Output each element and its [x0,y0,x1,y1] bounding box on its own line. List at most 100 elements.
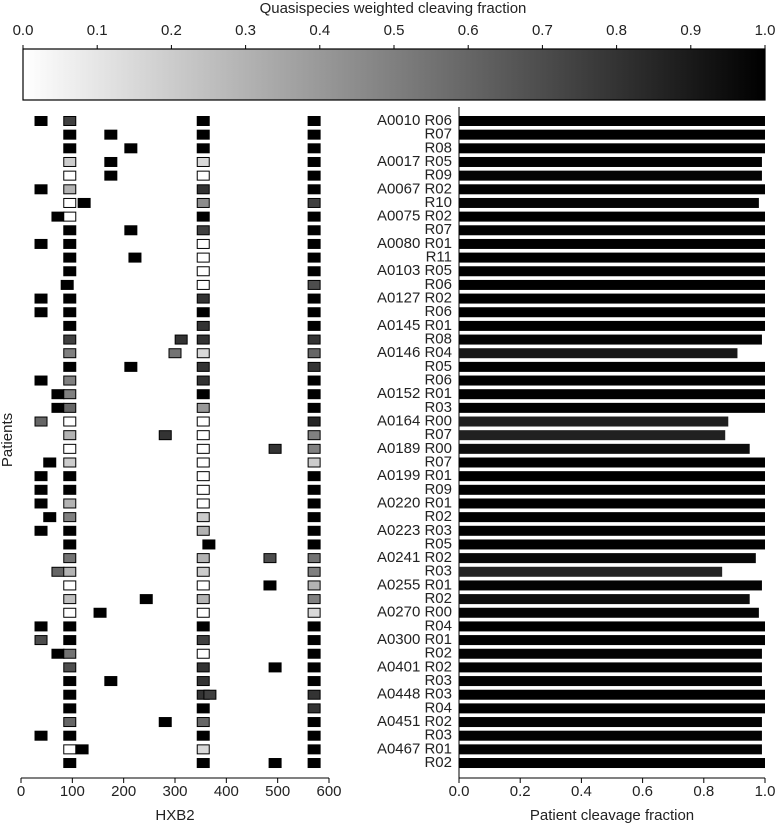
cell [203,689,217,700]
bar [459,211,765,222]
cell [63,430,77,441]
cell [63,662,77,673]
bar [459,744,762,755]
y-tick-label: R08 [424,139,452,156]
y-tick-label: R07 [424,126,452,143]
cell [263,580,277,591]
cell [307,635,321,646]
cell [158,430,172,441]
cell [307,129,321,140]
cell [268,662,282,673]
bar [459,525,765,536]
cell [196,184,210,195]
x-axis-title: Patient cleavage fraction [530,807,694,824]
bar [459,689,765,700]
x-tick-label: 0.2 [510,783,531,800]
cell [63,484,77,495]
y-tick-label: A0448 R03 [377,686,452,703]
y-tick-label: R05 [424,535,452,552]
bar [459,457,765,468]
cell [75,744,89,755]
x-tick-label: 0.4 [571,783,592,800]
bar [459,116,765,126]
cell [196,225,210,236]
cell [196,553,210,564]
cell [63,717,77,728]
cell [307,225,321,236]
cell [63,116,77,126]
cell [34,184,48,195]
cell [196,389,210,400]
bar [459,375,765,386]
cell [307,143,321,154]
bar [459,703,765,714]
cell [307,430,321,441]
bar [459,484,765,495]
x-tick-label: 0 [17,783,25,800]
cell [34,471,48,482]
cell [196,471,210,482]
cell [196,252,210,263]
cell [307,607,321,618]
bar [459,717,762,728]
y-tick-label: A0255 R01 [377,576,452,593]
cell [63,758,77,769]
bar [459,293,765,304]
bar [459,402,765,413]
cell [51,402,65,413]
bar [459,225,765,236]
y-tick-label: A0220 R01 [377,494,452,511]
cell [104,676,118,687]
colorbar-tick-label: 1.0 [755,22,776,39]
y-tick-label: A0164 R00 [377,412,452,429]
cell [196,635,210,646]
bar [459,279,765,290]
cell [63,197,77,208]
cell [34,293,48,304]
cell [307,334,321,345]
cell [63,703,77,714]
x-tick-label: 500 [265,783,290,800]
cell [307,307,321,318]
cell [104,129,118,140]
y-tick-label: R11 [426,249,452,266]
y-tick-label: A0067 R02 [377,180,452,197]
cell [268,758,282,769]
cell [63,676,77,687]
cell [63,156,77,167]
cell [307,457,321,468]
cell [34,635,48,646]
cell [307,676,321,687]
cell [307,594,321,605]
colorbar-tick-label: 0.1 [87,22,108,39]
cell [196,266,210,277]
cell [196,211,210,222]
cell [196,279,210,290]
cell [93,607,107,618]
cell [307,402,321,413]
y-tick-label: R06 [424,372,452,389]
cell [63,361,77,372]
bar [459,129,765,140]
cell [196,156,210,167]
bar [459,648,762,659]
y-tick-label: R02 [424,590,452,607]
bar [459,389,765,400]
cell [63,129,77,140]
bar [459,621,765,632]
cell [196,430,210,441]
colorbar-tick-label: 0.0 [13,22,34,39]
bar [459,594,750,605]
cell [196,580,210,591]
cell [196,307,210,318]
cell [307,471,321,482]
y-tick-label: R06 [424,303,452,320]
y-tick-label: R04 [424,699,452,716]
bar [459,566,723,577]
cell [63,498,77,509]
cell [63,553,77,564]
cell [77,197,91,208]
cell [63,293,77,304]
colorbar-tick-label: 0.5 [384,22,405,39]
